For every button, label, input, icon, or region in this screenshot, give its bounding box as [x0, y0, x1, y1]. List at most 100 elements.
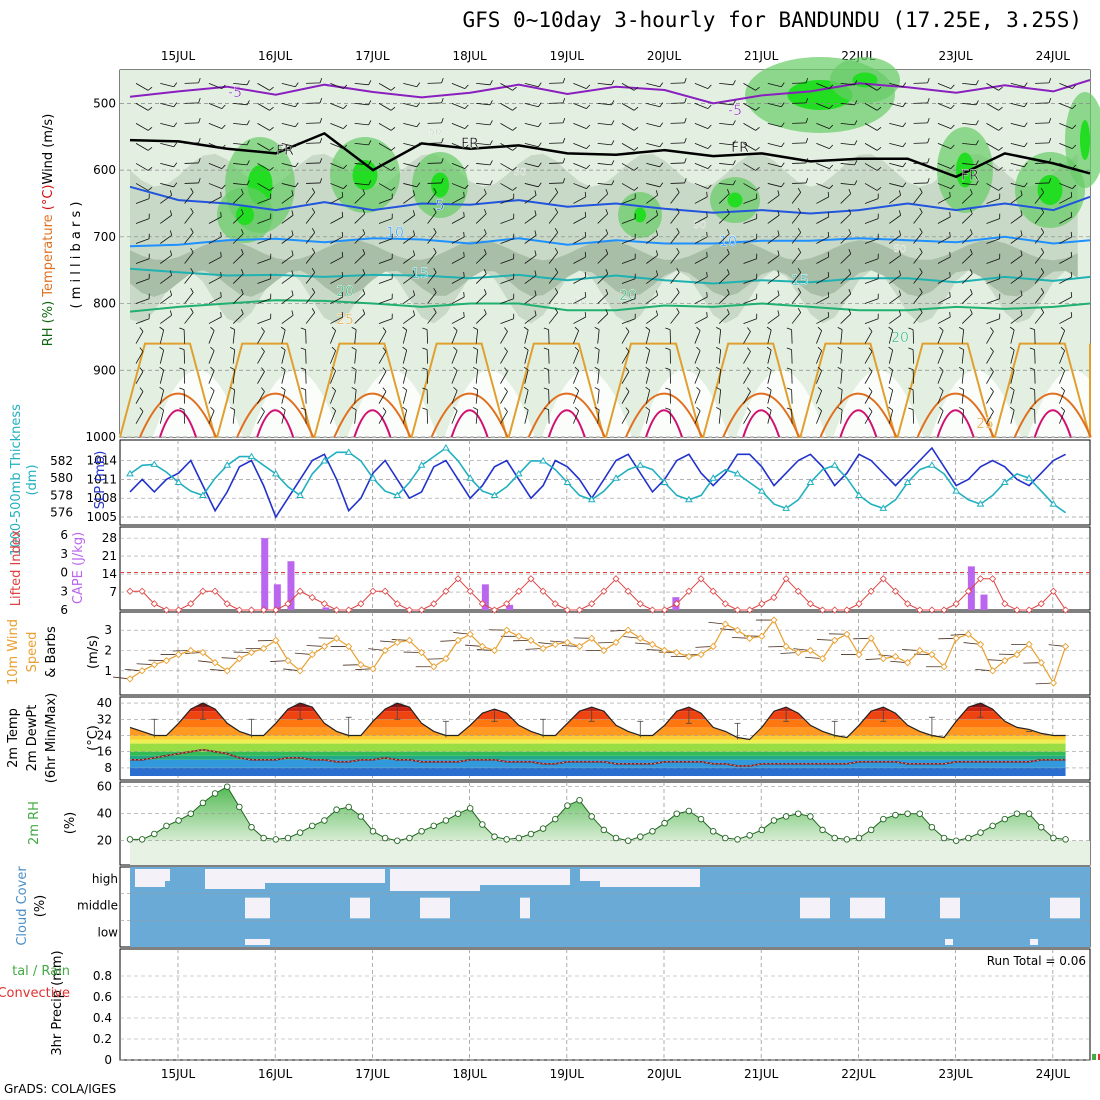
wind-barb — [159, 349, 165, 364]
wind-barb — [767, 143, 782, 148]
wind-barb — [1059, 102, 1073, 109]
wind-barb-flag — [837, 347, 843, 351]
wind-barb-flag — [888, 406, 893, 411]
thickness-point — [271, 469, 280, 477]
precip-tick-label: 0.6 — [93, 990, 112, 1004]
rh2m-point — [187, 810, 194, 817]
wind-barb-flag — [990, 327, 994, 332]
wind-barb-flag — [747, 347, 751, 352]
temperature-band — [130, 735, 1066, 740]
wind-barb — [451, 82, 466, 89]
wind-barb-flag — [805, 78, 809, 83]
wind-barb — [621, 238, 636, 244]
lifted-index-point — [588, 600, 596, 608]
thickness-point — [782, 504, 790, 511]
wind-barb-flag — [584, 191, 587, 197]
wind-barb-flag — [198, 178, 201, 184]
wind-barb-flag — [523, 346, 529, 351]
wind-barb — [816, 123, 830, 129]
wind-barb-flag — [169, 270, 173, 276]
wind-barb — [986, 391, 994, 404]
panel-frame — [119, 948, 1091, 1061]
thickness-point — [733, 469, 742, 477]
wind-barb — [281, 163, 296, 168]
rh2m-point — [151, 830, 158, 838]
wind-barb — [573, 236, 586, 244]
wind-barb-flag — [659, 102, 664, 107]
rh2m-point — [442, 817, 450, 824]
wind-barb-flag — [343, 184, 348, 189]
wind-barb — [257, 371, 265, 384]
wind-barb — [791, 312, 802, 324]
wind-barb-flag — [198, 118, 201, 124]
lifted-index-point — [831, 606, 839, 614]
wind-barb — [791, 212, 802, 224]
wind-barb-flag — [837, 387, 843, 391]
wind-barb — [767, 183, 782, 188]
wind-barb — [524, 274, 537, 284]
wind-barb-flag — [902, 182, 907, 188]
wind-barb — [354, 273, 366, 284]
wind-barb — [403, 254, 415, 264]
lifted-index-point — [940, 606, 948, 614]
rh2m-point — [819, 826, 826, 834]
lifted-index-point — [916, 606, 924, 614]
li-ylabel: Lifted Index — [9, 529, 24, 606]
wind-barb — [816, 370, 823, 384]
wind-barb — [403, 234, 415, 244]
wind-barb-flag — [1048, 78, 1052, 83]
wind-barb — [646, 274, 658, 284]
wind-barb-flag — [341, 251, 344, 257]
wind-barb-flag — [848, 208, 852, 214]
rh2m-point — [126, 836, 134, 843]
wind-barb — [889, 294, 901, 304]
wind-barb-flag — [220, 251, 222, 257]
lifted-index-point — [1049, 587, 1057, 595]
wind-barb-flag — [173, 162, 178, 168]
wind10-point — [138, 667, 146, 675]
wind-barb-flag — [827, 271, 830, 278]
wind-barb — [937, 183, 952, 190]
wind-barb — [281, 294, 294, 304]
wind-barb — [937, 276, 951, 284]
panel-frame — [119, 439, 1091, 526]
wind-barb — [476, 183, 491, 186]
wind-barb-flag — [908, 327, 914, 330]
rh2m-point — [369, 828, 377, 835]
wind10-point — [673, 648, 681, 657]
wind-barb-flag — [949, 291, 951, 298]
lifted-index-point — [175, 606, 183, 614]
wind-barb-flag — [169, 250, 173, 256]
wind-barb — [767, 82, 782, 88]
wind-barb — [403, 183, 417, 188]
wind-barb-flag — [805, 118, 809, 124]
wind-barb — [184, 212, 194, 224]
wind10-point — [357, 661, 365, 669]
wind-barb — [208, 350, 215, 364]
wind-barb — [888, 409, 894, 424]
wind10-point — [345, 642, 353, 651]
wind-barb-flag — [1009, 366, 1015, 371]
wind-barb-flag — [574, 346, 579, 351]
wind-barb — [281, 102, 296, 108]
wind-barb-flag — [827, 311, 830, 318]
rh-moist-core — [727, 192, 743, 208]
wind-barb — [281, 143, 296, 148]
wind-barb — [816, 276, 829, 284]
wind-barb — [840, 233, 852, 244]
wind-barb — [500, 278, 514, 284]
wind-barb — [330, 183, 344, 190]
wind-barb — [208, 102, 223, 109]
temperature-band — [130, 755, 1066, 760]
wind-barb — [694, 183, 709, 190]
wind-barb — [621, 331, 630, 344]
wind-barb-flag — [295, 122, 299, 127]
wind-barb-flag — [483, 188, 487, 194]
wind10-point — [490, 646, 499, 655]
wind-barb-flag — [343, 164, 348, 169]
wind-barb-flag — [416, 182, 421, 188]
wind-barb — [403, 274, 415, 284]
wind-barb — [694, 163, 709, 170]
wind-barb — [184, 292, 194, 304]
wind-barb — [451, 410, 458, 424]
